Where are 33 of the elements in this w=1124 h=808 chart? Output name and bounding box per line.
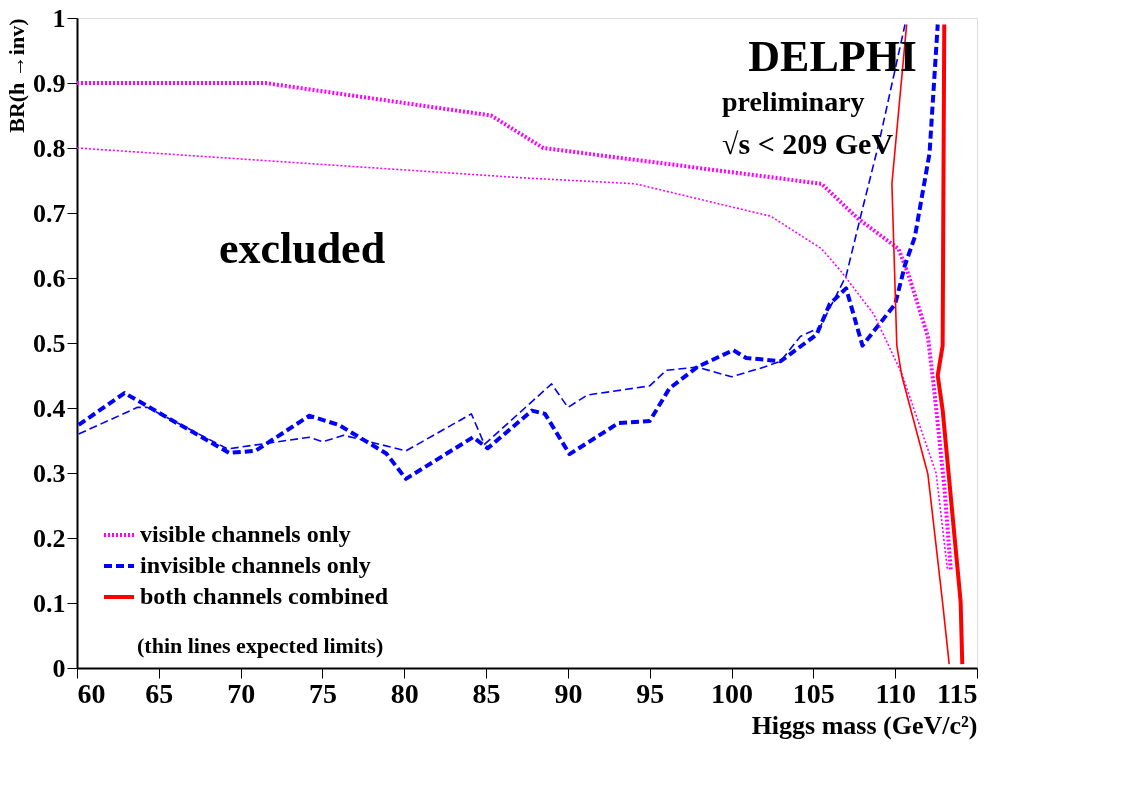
line-series <box>935 22 965 667</box>
x-tick-label: 75 <box>308 677 337 709</box>
annotation: √s < 209 GeV <box>722 127 894 160</box>
x-tick-label: 115 <box>937 677 978 709</box>
x-tick-label: 90 <box>554 677 583 709</box>
y-axis-title: BR(h →inv) <box>4 18 29 133</box>
x-tick-label: 105 <box>792 677 835 709</box>
legend-label: invisible channels only <box>140 552 371 578</box>
y-tick-label: 0.5 <box>33 328 66 358</box>
y-tick-label: 0.9 <box>33 68 66 98</box>
y-tick-label: 0.1 <box>33 588 66 618</box>
x-tick-label: 70 <box>227 677 256 709</box>
annotation: (thin lines expected limits) <box>137 633 384 658</box>
y-tick-label: 0.7 <box>33 198 66 228</box>
legend-label: visible channels only <box>140 521 351 547</box>
y-tick-label: 0.4 <box>33 393 66 423</box>
annotation: preliminary <box>722 86 865 117</box>
x-tick-label: 95 <box>636 677 665 709</box>
x-tick-label: 110 <box>875 677 916 709</box>
annotation: excluded <box>218 224 386 273</box>
y-tick-label: 0.3 <box>33 458 66 488</box>
y-tick-label: 0.8 <box>33 133 66 163</box>
x-tick-label: 65 <box>145 677 174 709</box>
x-tick-label: 100 <box>711 677 754 709</box>
x-tick-label: 60 <box>77 677 106 709</box>
x-tick-label: 85 <box>472 677 501 709</box>
x-axis-title: Higgs mass (GeV/c²) <box>751 710 978 740</box>
y-tick-label: 0.2 <box>33 523 66 553</box>
y-tick-label: 0.6 <box>33 263 66 293</box>
y-tick-label: 1 <box>52 3 66 33</box>
x-tick-label: 80 <box>390 677 419 709</box>
y-tick-label: 0 <box>52 653 66 683</box>
legend-label: both channels combined <box>140 583 389 609</box>
